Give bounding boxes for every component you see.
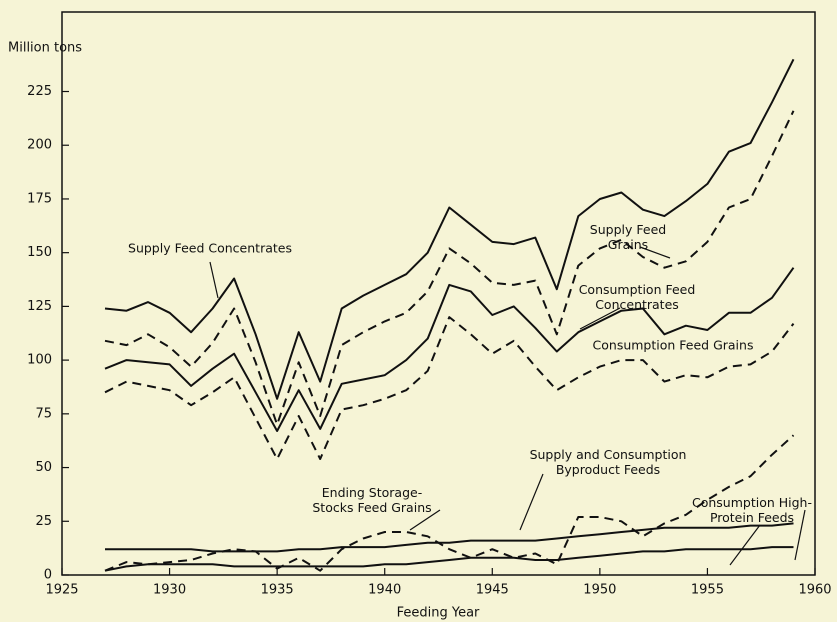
y-tick-label: 100: [27, 353, 52, 368]
x-tick-label: 1955: [691, 583, 724, 598]
series-line: [104, 58, 795, 400]
arrow: [519, 473, 544, 531]
series-label: Ending Storage-Stocks Feed Grains: [312, 485, 432, 515]
y-tick-label: 50: [35, 460, 52, 475]
y-tick-label: 200: [27, 138, 52, 153]
y-tick-label: 75: [35, 406, 52, 421]
series-line: [104, 267, 795, 432]
y-tick-label: 0: [44, 568, 52, 583]
series-line: [105, 522, 794, 553]
x-tick-label: 1945: [476, 583, 509, 598]
series-label: Consumption High-Protein Feeds: [691, 495, 812, 525]
x-axis-label: Feeding Year: [397, 606, 480, 621]
arrow: [794, 509, 806, 561]
series-label: Consumption Feed Concentrates: [578, 282, 696, 312]
arrow: [729, 524, 761, 566]
series-label: Supply Feed Grains: [589, 222, 667, 252]
y-tick-label: 225: [27, 84, 52, 99]
x-tick-label: 1930: [153, 583, 186, 598]
series-label: Consumption Feed Grains: [592, 337, 754, 353]
series-line: [104, 316, 795, 460]
x-tick-label: 1960: [798, 583, 831, 598]
x-tick-label: 1950: [583, 583, 616, 598]
annotation-arrows: [209, 246, 806, 566]
x-tick-label: 1940: [368, 583, 401, 598]
y-tick-label: 25: [35, 514, 52, 529]
y-axis-label: Million tons: [8, 41, 82, 56]
series-line: [104, 546, 794, 572]
arrow: [209, 261, 219, 299]
x-tick-label: 1935: [261, 583, 294, 598]
plot-frame: [61, 11, 816, 576]
y-tick-label: 175: [27, 191, 52, 206]
series-line: [104, 434, 795, 572]
y-tick-label: 150: [27, 245, 52, 260]
x-tick-label: 1925: [45, 583, 78, 598]
series-label: Supply Feed Concentrates: [128, 240, 292, 256]
arrow: [639, 246, 671, 259]
arrow: [579, 307, 621, 330]
arrow: [409, 509, 441, 531]
y-tick-label: 125: [27, 299, 52, 314]
series-label: Supply and Consumption Byproduct Feeds: [529, 447, 687, 477]
series-line: [104, 110, 795, 426]
